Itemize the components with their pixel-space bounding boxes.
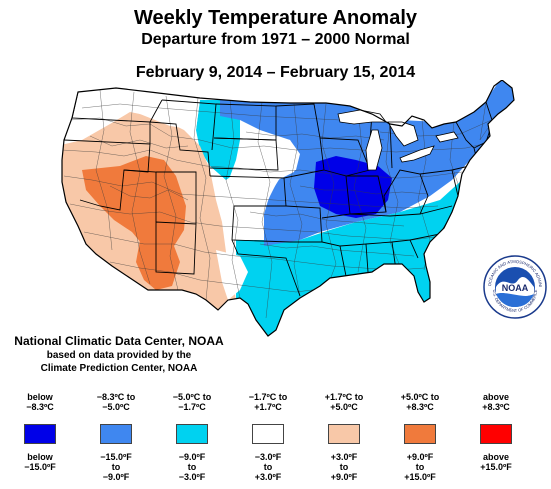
- legend-celsius-label: +1.7ºC to +5.0ºC: [306, 392, 382, 414]
- legend-item: +5.0ºC to +8.3ºC +9.0ºF to +15.0ºF: [382, 392, 458, 482]
- legend-item: +1.7ºC to +5.0ºC +3.0ºF to +9.0ºF: [306, 392, 382, 482]
- region-dark-blue: [314, 156, 392, 218]
- great-lakes: [337, 109, 459, 171]
- us-outline: [61, 80, 515, 337]
- legend-fahrenheit-line: to: [111, 462, 121, 472]
- legend-celsius-line: +5.0ºC: [330, 402, 358, 412]
- credit-block: National Climatic Data Center, NOAA base…: [4, 333, 234, 375]
- legend-item: above +8.3ºC above +15.0ºF: [458, 392, 534, 472]
- legend-celsius-line: −1.7ºC to: [248, 392, 288, 402]
- legend-fahrenheit-line: to: [187, 462, 197, 472]
- legend-celsius-line: +8.3ºC: [406, 402, 434, 412]
- legend-fahrenheit-line: +15.0ºF: [404, 472, 436, 482]
- legend-item: −8.3ºC to −5.0ºC −15.0ºF to −9.0ºF: [78, 392, 154, 482]
- us-temperature-anomaly-map: [61, 80, 515, 337]
- legend-fahrenheit-line: +9.0ºF: [406, 452, 434, 462]
- legend-celsius-line: −5.0ºC to: [172, 392, 212, 402]
- legend-celsius-line: −8.3ºC: [26, 402, 54, 412]
- legend-celsius-line: +5.0ºC to: [400, 392, 440, 402]
- legend-fahrenheit-line: +3.0ºF: [254, 472, 282, 482]
- legend-fahrenheit-line: to: [263, 462, 273, 472]
- legend-fahrenheit-label: +3.0ºF to +9.0ºF: [306, 452, 382, 482]
- legend-celsius-label: −5.0ºC to −1.7ºC: [154, 392, 230, 414]
- legend-fahrenheit-label: below −15.0ºF: [2, 452, 78, 472]
- legend-swatch: [480, 424, 512, 444]
- legend-fahrenheit-line: +9.0ºF: [330, 472, 358, 482]
- legend-fahrenheit-label: −9.0ºF to −3.0ºF: [154, 452, 230, 482]
- map-title: Weekly Temperature Anomaly: [133, 7, 418, 29]
- legend-fahrenheit-line: −9.0ºF: [178, 452, 206, 462]
- legend-celsius-line: +1.7ºC: [254, 402, 282, 412]
- region-near-normal: [228, 134, 298, 214]
- legend-celsius-line: +1.7ºC to: [324, 392, 364, 402]
- region-near-normal: [216, 250, 248, 300]
- legend-celsius-line: −1.7ºC: [178, 402, 206, 412]
- legend-celsius-label: above +8.3ºC: [458, 392, 534, 414]
- legend-fahrenheit-line: to: [339, 462, 349, 472]
- legend-fahrenheit-line: +3.0ºF: [330, 452, 358, 462]
- legend-fahrenheit-label: above +15.0ºF: [458, 452, 534, 472]
- legend-fahrenheit-line: −3.0ºF: [178, 472, 206, 482]
- legend-swatch: [404, 424, 436, 444]
- legend-celsius-label: +5.0ºC to +8.3ºC: [382, 392, 458, 414]
- legend-fahrenheit-line: −15.0ºF: [100, 452, 132, 462]
- legend-swatch: [328, 424, 360, 444]
- noaa-logo: NOAA NATIONAL OCEANIC AND ATMOSPHERIC AD…: [482, 254, 547, 319]
- credit-line-based-on: based on data provided by the: [46, 350, 192, 361]
- legend-item: below −8.3ºC below −15.0ºF: [2, 392, 78, 472]
- legend-fahrenheit-line: −3.0ºF: [254, 452, 282, 462]
- legend-fahrenheit-line: to: [415, 462, 425, 472]
- legend-celsius-line: above: [482, 392, 509, 402]
- legend-celsius-line: −5.0ºC: [102, 402, 130, 412]
- legend-fahrenheit-line: −15.0ºF: [24, 462, 56, 472]
- legend-celsius-line: below: [27, 392, 53, 402]
- legend-celsius-label: below −8.3ºC: [2, 392, 78, 414]
- region-orange: [136, 240, 180, 290]
- legend-celsius-line: +8.3ºC: [482, 402, 510, 412]
- credit-line-ncdc: National Climatic Data Center, NOAA: [14, 334, 224, 348]
- legend-celsius-label: −1.7ºC to +1.7ºC: [230, 392, 306, 414]
- state-boundaries: [63, 91, 493, 297]
- legend-fahrenheit-line: below: [27, 452, 53, 462]
- legend-fahrenheit-line: +15.0ºF: [480, 462, 512, 472]
- legend-celsius-label: −8.3ºC to −5.0ºC: [78, 392, 154, 414]
- map-subtitle: Departure from 1971 – 2000 Normal: [141, 31, 410, 48]
- legend-swatch: [100, 424, 132, 444]
- credit-line-cpc: Climate Prediction Center, NOAA: [40, 363, 198, 374]
- legend-fahrenheit-line: −9.0ºF: [102, 472, 130, 482]
- legend-fahrenheit-label: −15.0ºF to −9.0ºF: [78, 452, 154, 482]
- legend-celsius-line: −8.3ºC to: [96, 392, 136, 402]
- anomaly-regions: [62, 80, 514, 336]
- legend-swatch: [24, 424, 56, 444]
- legend-swatch: [176, 424, 208, 444]
- noaa-logo-text: NOAA: [502, 283, 529, 293]
- color-legend: below −8.3ºC below −15.0ºF −8.3ºC to −5.0ºC −1…: [0, 392, 551, 489]
- legend-fahrenheit-line: above: [482, 452, 509, 462]
- title-block: Weekly Temperature Anomaly Departure fro…: [0, 6, 551, 50]
- legend-item: −1.7ºC to +1.7ºC −3.0ºF to +3.0ºF: [230, 392, 306, 482]
- date-range: February 9, 2014 – February 15, 2014: [135, 64, 416, 81]
- legend-fahrenheit-label: −3.0ºF to +3.0ºF: [230, 452, 306, 482]
- legend-item: −5.0ºC to −1.7ºC −9.0ºF to −3.0ºF: [154, 392, 230, 482]
- legend-swatch: [252, 424, 284, 444]
- legend-fahrenheit-label: +9.0ºF to +15.0ºF: [382, 452, 458, 482]
